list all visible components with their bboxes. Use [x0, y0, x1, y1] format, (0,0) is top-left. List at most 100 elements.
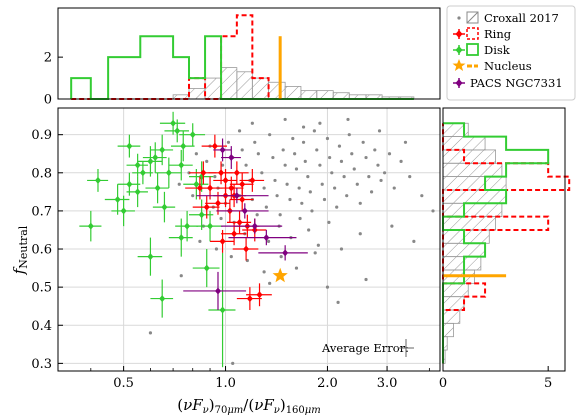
croxall-point: [322, 197, 327, 202]
croxall-point: [244, 163, 248, 167]
top-croxall-bar: [236, 71, 253, 100]
y-tick-label: 0.5: [31, 281, 52, 296]
ring-point: [200, 169, 207, 177]
disk-point: [184, 222, 191, 230]
pacs-point: [214, 287, 221, 295]
croxall-point: [264, 205, 268, 209]
pacs-point: [219, 146, 226, 154]
right-croxall-bar: [442, 216, 496, 231]
right-croxall-bar: [442, 189, 507, 204]
croxall-point: [358, 201, 362, 205]
croxall-point: [262, 186, 266, 190]
disk-point: [178, 161, 185, 169]
croxall-point: [325, 285, 330, 289]
croxall-point: [318, 163, 322, 167]
croxall-point: [191, 194, 195, 198]
top-croxall-bar: [220, 67, 238, 100]
ring-point: [233, 169, 240, 177]
top-croxall-bar: [284, 86, 302, 100]
legend-label-disk: Disk: [484, 43, 511, 57]
right-croxall-bar: [442, 256, 482, 271]
disk-point: [178, 234, 185, 242]
croxall-point: [283, 163, 287, 167]
disk-point: [193, 180, 200, 188]
disk-point: [207, 222, 214, 230]
disk-point: [170, 119, 177, 127]
croxall-point: [373, 148, 377, 152]
croxall-point: [177, 182, 181, 186]
ring-point: [236, 218, 243, 226]
croxall-point: [376, 163, 380, 167]
croxall-point: [339, 159, 344, 163]
croxall-point: [339, 247, 344, 251]
legend-label-nucleus: Nucleus: [484, 59, 532, 73]
disk-point: [152, 154, 159, 162]
croxall-point: [278, 213, 282, 217]
disk-point: [219, 306, 226, 314]
croxall-point: [285, 182, 289, 186]
disk-point: [159, 146, 166, 154]
disk-point: [139, 169, 146, 177]
croxall-point: [273, 178, 277, 183]
croxall-point: [294, 266, 299, 270]
ring-point: [256, 291, 263, 299]
right-croxall-bar: [442, 296, 465, 311]
croxall-point: [198, 239, 202, 244]
croxall-point: [320, 182, 324, 186]
ring-point: [214, 199, 221, 207]
croxall-point: [367, 175, 371, 179]
ring-point: [228, 184, 235, 192]
croxall-point: [306, 175, 310, 179]
top-croxall-bar: [300, 90, 318, 100]
croxall-point: [291, 136, 295, 141]
croxall-point: [399, 159, 403, 163]
croxall-point: [214, 247, 219, 251]
main-plot-background: [58, 108, 440, 371]
right-croxall-bar: [442, 149, 496, 164]
legend-label-croxall: Croxall 2017: [484, 11, 559, 25]
croxall-point: [268, 133, 272, 137]
top-croxall-bar: [251, 77, 269, 100]
top-croxall-bar: [204, 77, 222, 100]
croxall-point: [390, 224, 394, 228]
croxall-point: [325, 136, 330, 141]
croxall-point: [300, 201, 304, 205]
x-tick-label: 1.0: [215, 376, 236, 391]
croxall-point: [345, 194, 349, 198]
disk-point: [189, 131, 196, 139]
croxall-point: [347, 133, 351, 137]
croxall-point: [379, 178, 383, 183]
croxall-point: [268, 281, 272, 285]
croxall-point: [279, 255, 283, 259]
croxall-point: [431, 209, 435, 213]
croxall-point: [301, 140, 306, 144]
croxall-point: [262, 270, 266, 274]
right-croxall-bar: [442, 309, 461, 324]
croxall-point: [303, 159, 307, 163]
croxall-point: [255, 213, 259, 217]
main-yticks: 0.3 0.4 0.5 0.6 0.7 0.8 0.9: [31, 128, 63, 372]
top-croxall-bar: [316, 90, 334, 100]
croxall-point: [205, 159, 209, 163]
croxall-point: [392, 186, 396, 190]
main-series-disk: [79, 111, 236, 368]
croxall-point: [342, 175, 346, 179]
disk-point: [161, 203, 168, 211]
pacs-point: [233, 192, 240, 200]
croxall-point: [194, 152, 198, 156]
main-scatter-panel: 0.5 1.0 2.0 3.0 0.3 0.4 0.5 0.6 0.7 0.8 0.9 Avera…: [10, 107, 441, 416]
main-xticks: 0.5 1.0 2.0 3.0: [90, 366, 430, 391]
croxall-point: [237, 129, 242, 133]
ring-point: [203, 203, 210, 211]
right-croxall-bar: [442, 282, 469, 298]
croxall-point: [377, 129, 382, 133]
croxall-point: [336, 300, 340, 304]
disk-point: [134, 161, 141, 169]
croxall-point: [281, 148, 285, 152]
legend-item-nucleus: Nucleus: [452, 59, 532, 73]
ring-point: [239, 180, 246, 188]
legend-item-croxall: Croxall 2017: [457, 11, 559, 25]
legend-label-pacs: PACS NGC7331: [470, 76, 563, 90]
disk-point: [174, 127, 181, 135]
